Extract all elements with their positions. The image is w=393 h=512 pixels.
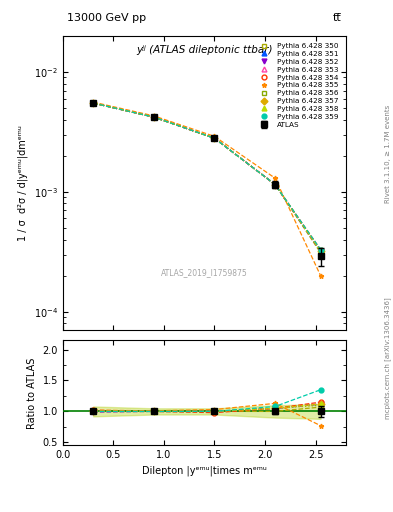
Line: Pythia 6.428 351: Pythia 6.428 351 — [91, 101, 323, 253]
Pythia 6.428 357 — [273, 181, 277, 187]
Pythia 6.428 356 — [318, 248, 323, 254]
Pythia 6.428 350 — [318, 250, 323, 256]
Pythia 6.428 356 — [151, 114, 156, 120]
Pythia 6.428 352 — [212, 135, 217, 141]
Pythia 6.428 354 — [212, 135, 217, 141]
Pythia 6.428 359 — [151, 114, 156, 120]
Pythia 6.428 358 — [212, 135, 217, 141]
Pythia 6.428 352 — [318, 248, 323, 254]
Pythia 6.428 358 — [151, 114, 156, 120]
Pythia 6.428 359 — [273, 181, 277, 187]
Text: Rivet 3.1.10, ≥ 1.7M events: Rivet 3.1.10, ≥ 1.7M events — [385, 104, 391, 203]
Pythia 6.428 358 — [318, 248, 323, 254]
Pythia 6.428 353 — [318, 248, 323, 254]
Pythia 6.428 355 — [273, 175, 277, 181]
Text: 13000 GeV pp: 13000 GeV pp — [67, 13, 146, 23]
Line: Pythia 6.428 359: Pythia 6.428 359 — [91, 101, 323, 252]
Pythia 6.428 354 — [91, 100, 95, 106]
Pythia 6.428 351 — [273, 181, 277, 187]
Y-axis label: Ratio to ATLAS: Ratio to ATLAS — [27, 357, 37, 429]
Pythia 6.428 353 — [91, 100, 95, 106]
Text: tt̅: tt̅ — [333, 13, 342, 23]
Pythia 6.428 350 — [151, 114, 156, 120]
Pythia 6.428 359 — [318, 246, 323, 252]
Pythia 6.428 359 — [91, 100, 95, 106]
Pythia 6.428 350 — [91, 100, 95, 106]
Text: yʲʲ (ATLAS dileptonic ttbar): yʲʲ (ATLAS dileptonic ttbar) — [136, 45, 273, 55]
Pythia 6.428 357 — [212, 135, 217, 141]
Line: Pythia 6.428 358: Pythia 6.428 358 — [91, 101, 323, 253]
Pythia 6.428 353 — [212, 135, 217, 141]
Pythia 6.428 350 — [212, 135, 217, 141]
Pythia 6.428 355 — [91, 99, 95, 105]
Pythia 6.428 355 — [151, 113, 156, 119]
Line: Pythia 6.428 352: Pythia 6.428 352 — [91, 101, 323, 253]
Pythia 6.428 351 — [318, 248, 323, 254]
Line: Pythia 6.428 350: Pythia 6.428 350 — [91, 101, 323, 255]
Pythia 6.428 352 — [91, 100, 95, 106]
Text: ATLAS_2019_I1759875: ATLAS_2019_I1759875 — [161, 268, 248, 278]
Pythia 6.428 357 — [318, 248, 323, 254]
Pythia 6.428 354 — [318, 246, 323, 252]
Pythia 6.428 354 — [273, 181, 277, 187]
Pythia 6.428 356 — [212, 135, 217, 141]
Pythia 6.428 357 — [91, 100, 95, 106]
Pythia 6.428 352 — [151, 114, 156, 120]
Line: Pythia 6.428 356: Pythia 6.428 356 — [91, 101, 323, 253]
Pythia 6.428 359 — [212, 135, 217, 141]
Pythia 6.428 357 — [151, 114, 156, 120]
Pythia 6.428 355 — [318, 272, 323, 279]
Legend: Pythia 6.428 350, Pythia 6.428 351, Pythia 6.428 352, Pythia 6.428 353, Pythia 6: Pythia 6.428 350, Pythia 6.428 351, Pyth… — [252, 39, 342, 132]
Pythia 6.428 354 — [151, 114, 156, 120]
Line: Pythia 6.428 354: Pythia 6.428 354 — [91, 101, 323, 252]
Pythia 6.428 353 — [273, 181, 277, 187]
Line: Pythia 6.428 355: Pythia 6.428 355 — [91, 100, 323, 278]
Pythia 6.428 351 — [151, 114, 156, 120]
Pythia 6.428 356 — [91, 100, 95, 106]
Pythia 6.428 355 — [212, 133, 217, 139]
Pythia 6.428 353 — [151, 114, 156, 120]
Pythia 6.428 358 — [273, 181, 277, 187]
Pythia 6.428 356 — [273, 181, 277, 187]
Pythia 6.428 351 — [212, 135, 217, 141]
Pythia 6.428 352 — [273, 181, 277, 187]
Line: Pythia 6.428 353: Pythia 6.428 353 — [91, 101, 323, 253]
X-axis label: Dilepton |yᵉᵐᵘ|times mᵉᵐᵘ: Dilepton |yᵉᵐᵘ|times mᵉᵐᵘ — [142, 466, 267, 476]
Text: mcplots.cern.ch [arXiv:1306.3436]: mcplots.cern.ch [arXiv:1306.3436] — [384, 297, 391, 419]
Pythia 6.428 358 — [91, 100, 95, 106]
Pythia 6.428 351 — [91, 100, 95, 106]
Pythia 6.428 350 — [273, 181, 277, 187]
Y-axis label: 1 / σ  d²σ / d|yᵉᵐᵘ|dmᵉᵐᵘ: 1 / σ d²σ / d|yᵉᵐᵘ|dmᵉᵐᵘ — [18, 125, 28, 241]
Line: Pythia 6.428 357: Pythia 6.428 357 — [91, 101, 323, 253]
